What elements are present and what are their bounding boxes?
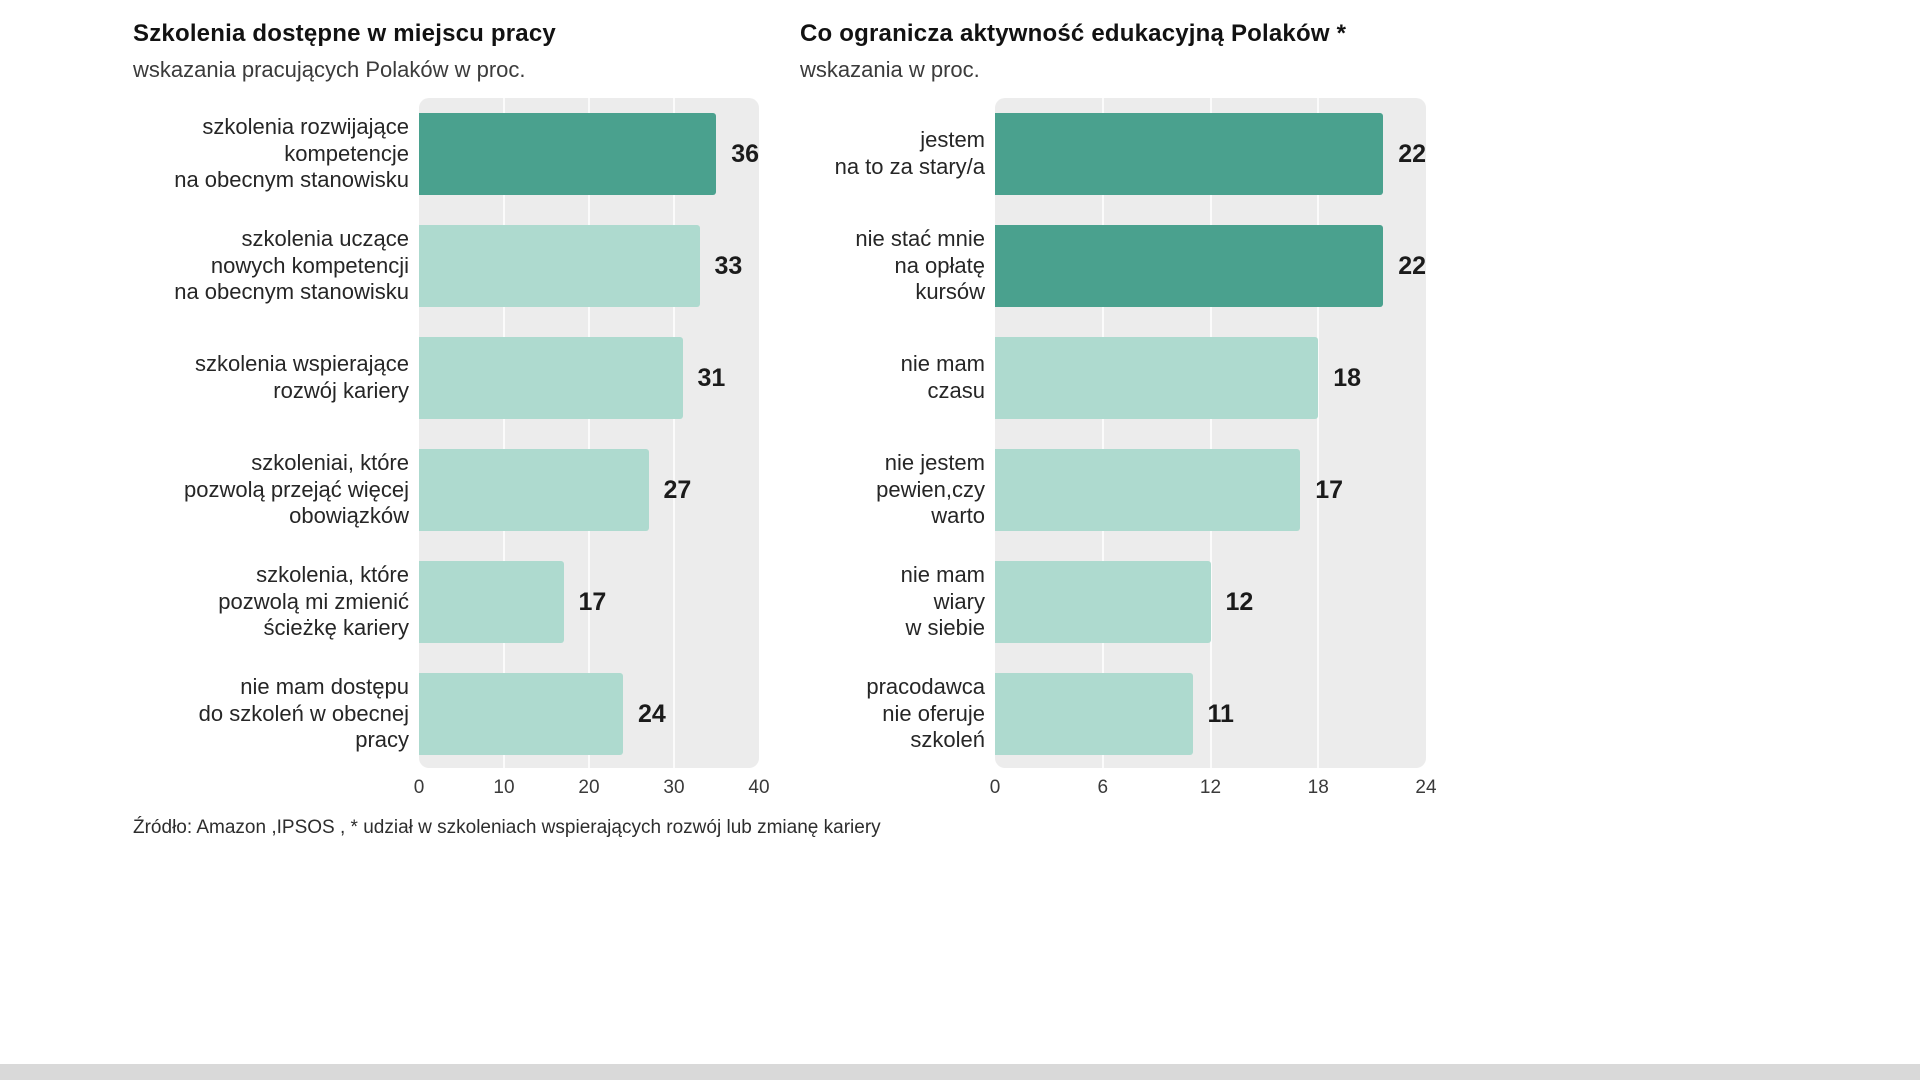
bar <box>995 449 1301 531</box>
bar <box>419 225 700 307</box>
category-label: nie mam dostępu do szkoleń w obecnej pra… <box>198 673 409 753</box>
bar <box>995 337 1319 419</box>
axis-tick-label: 0 <box>413 777 425 798</box>
category-label: nie stać mnie na opłatę kursów <box>855 225 985 305</box>
category-label: szkoleniai, które pozwolą przejąć więcej… <box>184 449 409 529</box>
bar-value-label: 33 <box>714 251 743 280</box>
bar-value-label: 31 <box>697 363 726 392</box>
chart-title: Szkolenia dostępne w miejscu pracy <box>133 20 556 47</box>
bar-value-label: 22 <box>1398 251 1426 280</box>
gridline <box>503 98 505 768</box>
bar <box>419 113 717 195</box>
bar-value-label: 17 <box>1315 475 1344 504</box>
axis-tick-label: 10 <box>493 777 515 798</box>
category-label: szkolenia rozwijające kompetencje na obe… <box>174 113 409 193</box>
chart-body: szkolenia rozwijające kompetencje na obe… <box>133 98 770 804</box>
bar <box>419 561 564 643</box>
x-axis: 0 6 12 18 24 <box>990 768 1437 804</box>
bar <box>419 673 623 755</box>
bar-row: 17 <box>419 561 759 643</box>
gridline <box>673 98 675 768</box>
category-label: jestem na to za stary/a <box>834 127 985 179</box>
category-label: nie jestem pewien,czy warto <box>876 449 985 529</box>
axis-tick-label: 30 <box>663 777 685 798</box>
bar-row: 22 <box>995 113 1426 195</box>
bar-value-label: 18 <box>1333 363 1362 392</box>
axis-tick-label: 12 <box>1199 777 1222 798</box>
axis-tick-label: 18 <box>1307 777 1329 798</box>
bar-value-label: 36 <box>731 139 759 168</box>
category-label: szkolenia, które pozwolą mi zmienić ście… <box>218 561 409 641</box>
bar-row: 17 <box>995 449 1426 531</box>
category-label: pracodawca nie oferuje szkoleń <box>866 673 985 753</box>
axis-tick-label: 0 <box>989 777 1001 798</box>
bar <box>995 113 1384 195</box>
bar-row: 11 <box>995 673 1426 755</box>
axis-tick-label: 6 <box>1097 777 1109 798</box>
category-label: szkolenia wspierające rozwój kariery <box>195 351 409 403</box>
axis-tick-label: 40 <box>748 777 770 798</box>
bar <box>995 673 1193 755</box>
chart-subtitle: wskazania w proc. <box>800 57 980 82</box>
axis-tick-label: 24 <box>1415 777 1437 798</box>
bar-row: 31 <box>419 337 759 419</box>
bar-value-label: 11 <box>1207 699 1234 728</box>
bottom-edge-strip <box>0 1064 1920 1080</box>
gridline <box>588 98 590 768</box>
bar <box>419 449 649 531</box>
bar <box>995 225 1384 307</box>
category-label: nie mam czasu <box>900 351 985 403</box>
chart-education-barriers: Co ogranicza aktywność edukacyjną Polakó… <box>800 20 1437 804</box>
bar-row: 36 <box>419 113 759 195</box>
plot-area: 22 22 18 17 <box>995 98 1426 768</box>
plot-column: 22 22 18 17 <box>990 98 1437 804</box>
chart-title: Co ogranicza aktywność edukacyjną Polakó… <box>800 20 1347 47</box>
gridline <box>1101 98 1104 768</box>
bar-row: 18 <box>995 337 1426 419</box>
x-axis: 0 10 20 30 40 <box>414 768 770 804</box>
chart-workplace-trainings: Szkolenia dostępne w miejscu pracy wskaz… <box>133 20 770 804</box>
bar-value-label: 22 <box>1398 139 1426 168</box>
gridline <box>1317 98 1320 768</box>
category-label: szkolenia uczące nowych kompetencji na o… <box>174 225 409 305</box>
bar-row: 24 <box>419 673 759 755</box>
bar <box>995 561 1211 643</box>
bar-row: 27 <box>419 449 759 531</box>
source-note: Źródło: Amazon ,IPSOS , * udział w szkol… <box>133 817 881 838</box>
bar-row: 12 <box>995 561 1426 643</box>
bar <box>419 337 683 419</box>
gridline <box>1209 98 1212 768</box>
plot-column: 36 33 31 27 <box>414 98 770 804</box>
category-label: nie mam wiary w siebie <box>900 561 985 641</box>
bar-value-label: 24 <box>638 699 666 728</box>
category-labels-column: szkolenia rozwijające kompetencje na obe… <box>133 98 409 768</box>
bar-row: 22 <box>995 225 1426 307</box>
chart-body: jestem na to za stary/a nie stać mnie na… <box>800 98 1437 804</box>
chart-subtitle: wskazania pracujących Polaków w proc. <box>133 57 526 82</box>
category-labels-column: jestem na to za stary/a nie stać mnie na… <box>800 98 985 768</box>
bar-value-label: 27 <box>663 475 692 504</box>
bar-row: 33 <box>419 225 759 307</box>
bar-value-label: 12 <box>1225 587 1254 616</box>
plot-area: 36 33 31 27 <box>419 98 759 768</box>
axis-tick-label: 20 <box>578 777 600 798</box>
bar-value-label: 17 <box>578 587 607 616</box>
